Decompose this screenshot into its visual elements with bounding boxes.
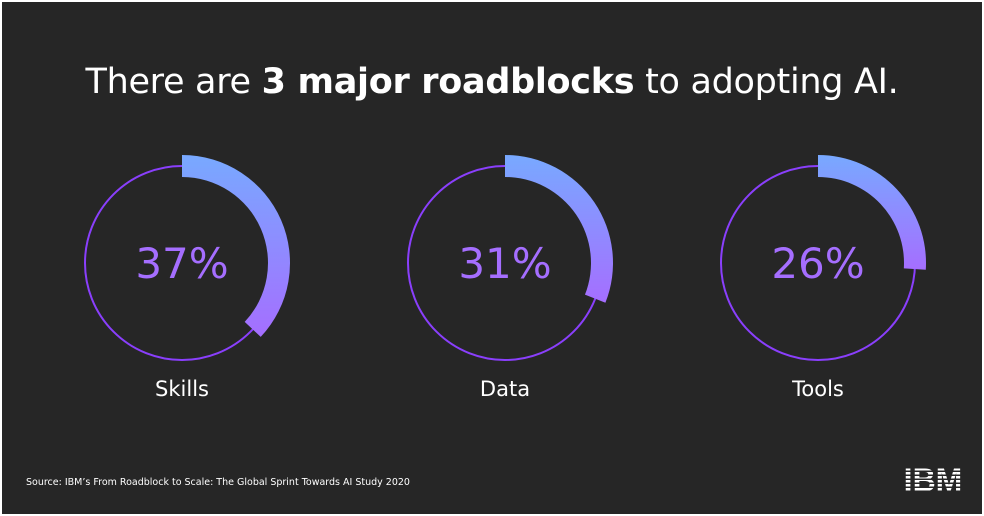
category-label: Tools — [791, 377, 844, 401]
page-title: There are 3 major roadblocks to adopting… — [2, 60, 982, 104]
donut-tools: 26% Tools — [720, 155, 926, 401]
value-label: 37% — [135, 239, 228, 288]
title-emphasis: 3 major roadblocks — [261, 62, 635, 102]
title-lead: There are — [85, 62, 262, 102]
ibm-logo-text: IBM — [904, 464, 963, 494]
value-arc — [505, 155, 613, 303]
title-tail: to adopting AI. — [634, 62, 899, 102]
donut-skills: 37% Skills — [84, 155, 291, 401]
value-label: 26% — [771, 239, 864, 288]
ibm-logo: IBM — [904, 464, 963, 494]
value-label: 31% — [458, 239, 551, 288]
value-arc — [182, 155, 291, 337]
value-arc — [818, 155, 926, 270]
donut-charts: 37% Skills 31% Data 26% Tools — [84, 155, 926, 401]
category-label: Skills — [155, 377, 209, 401]
category-label: Data — [480, 377, 530, 401]
source-note: Source: IBM’s From Roadblock to Scale: T… — [26, 477, 410, 488]
donut-data: 31% Data — [407, 155, 613, 401]
